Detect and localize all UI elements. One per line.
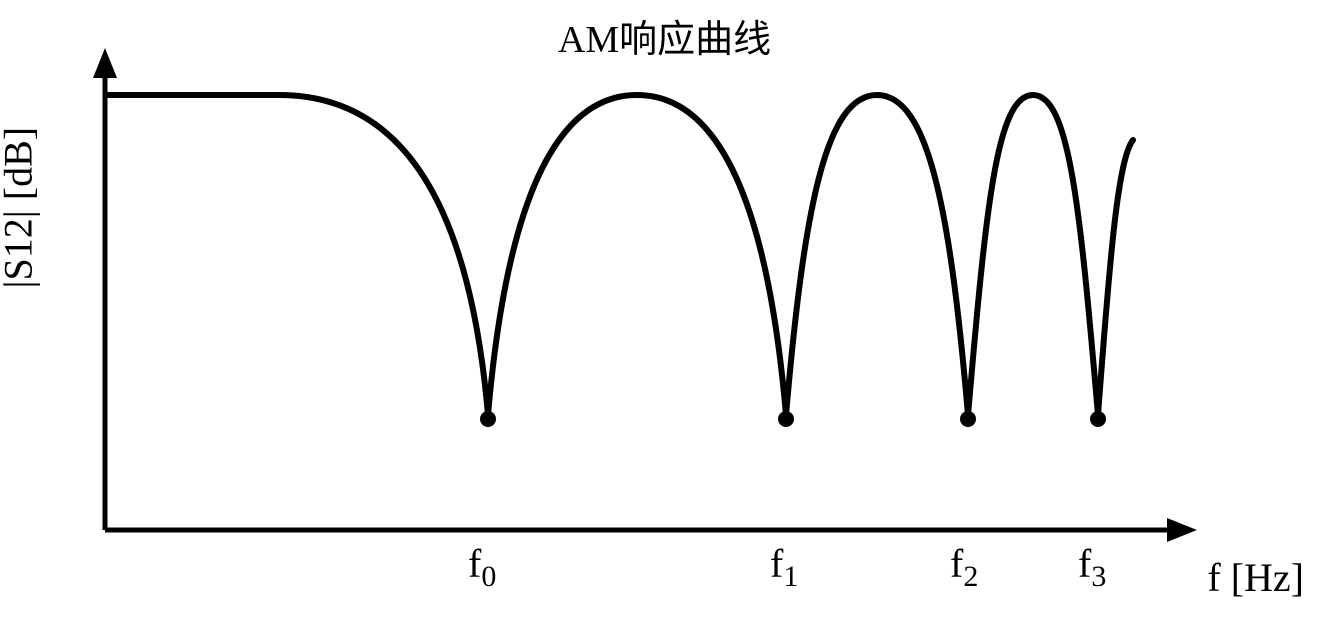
x-tick-label: f3 <box>1078 540 1106 594</box>
x-tick-label: f2 <box>950 540 978 594</box>
x-tick-label: f0 <box>468 540 496 594</box>
chart-container: AM响应曲线 |S12| [dB] f [Hz] f0f1f2f3 <box>0 0 1329 641</box>
chart-svg <box>0 0 1329 641</box>
x-tick-main: f <box>950 541 963 586</box>
x-tick-main: f <box>770 541 783 586</box>
x-tick-label: f1 <box>770 540 798 594</box>
x-tick-main: f <box>1078 541 1091 586</box>
x-tick-sub: 3 <box>1091 560 1106 593</box>
x-tick-sub: 2 <box>963 560 978 593</box>
x-tick-sub: 0 <box>481 560 496 593</box>
x-tick-sub: 1 <box>783 560 798 593</box>
x-tick-main: f <box>468 541 481 586</box>
